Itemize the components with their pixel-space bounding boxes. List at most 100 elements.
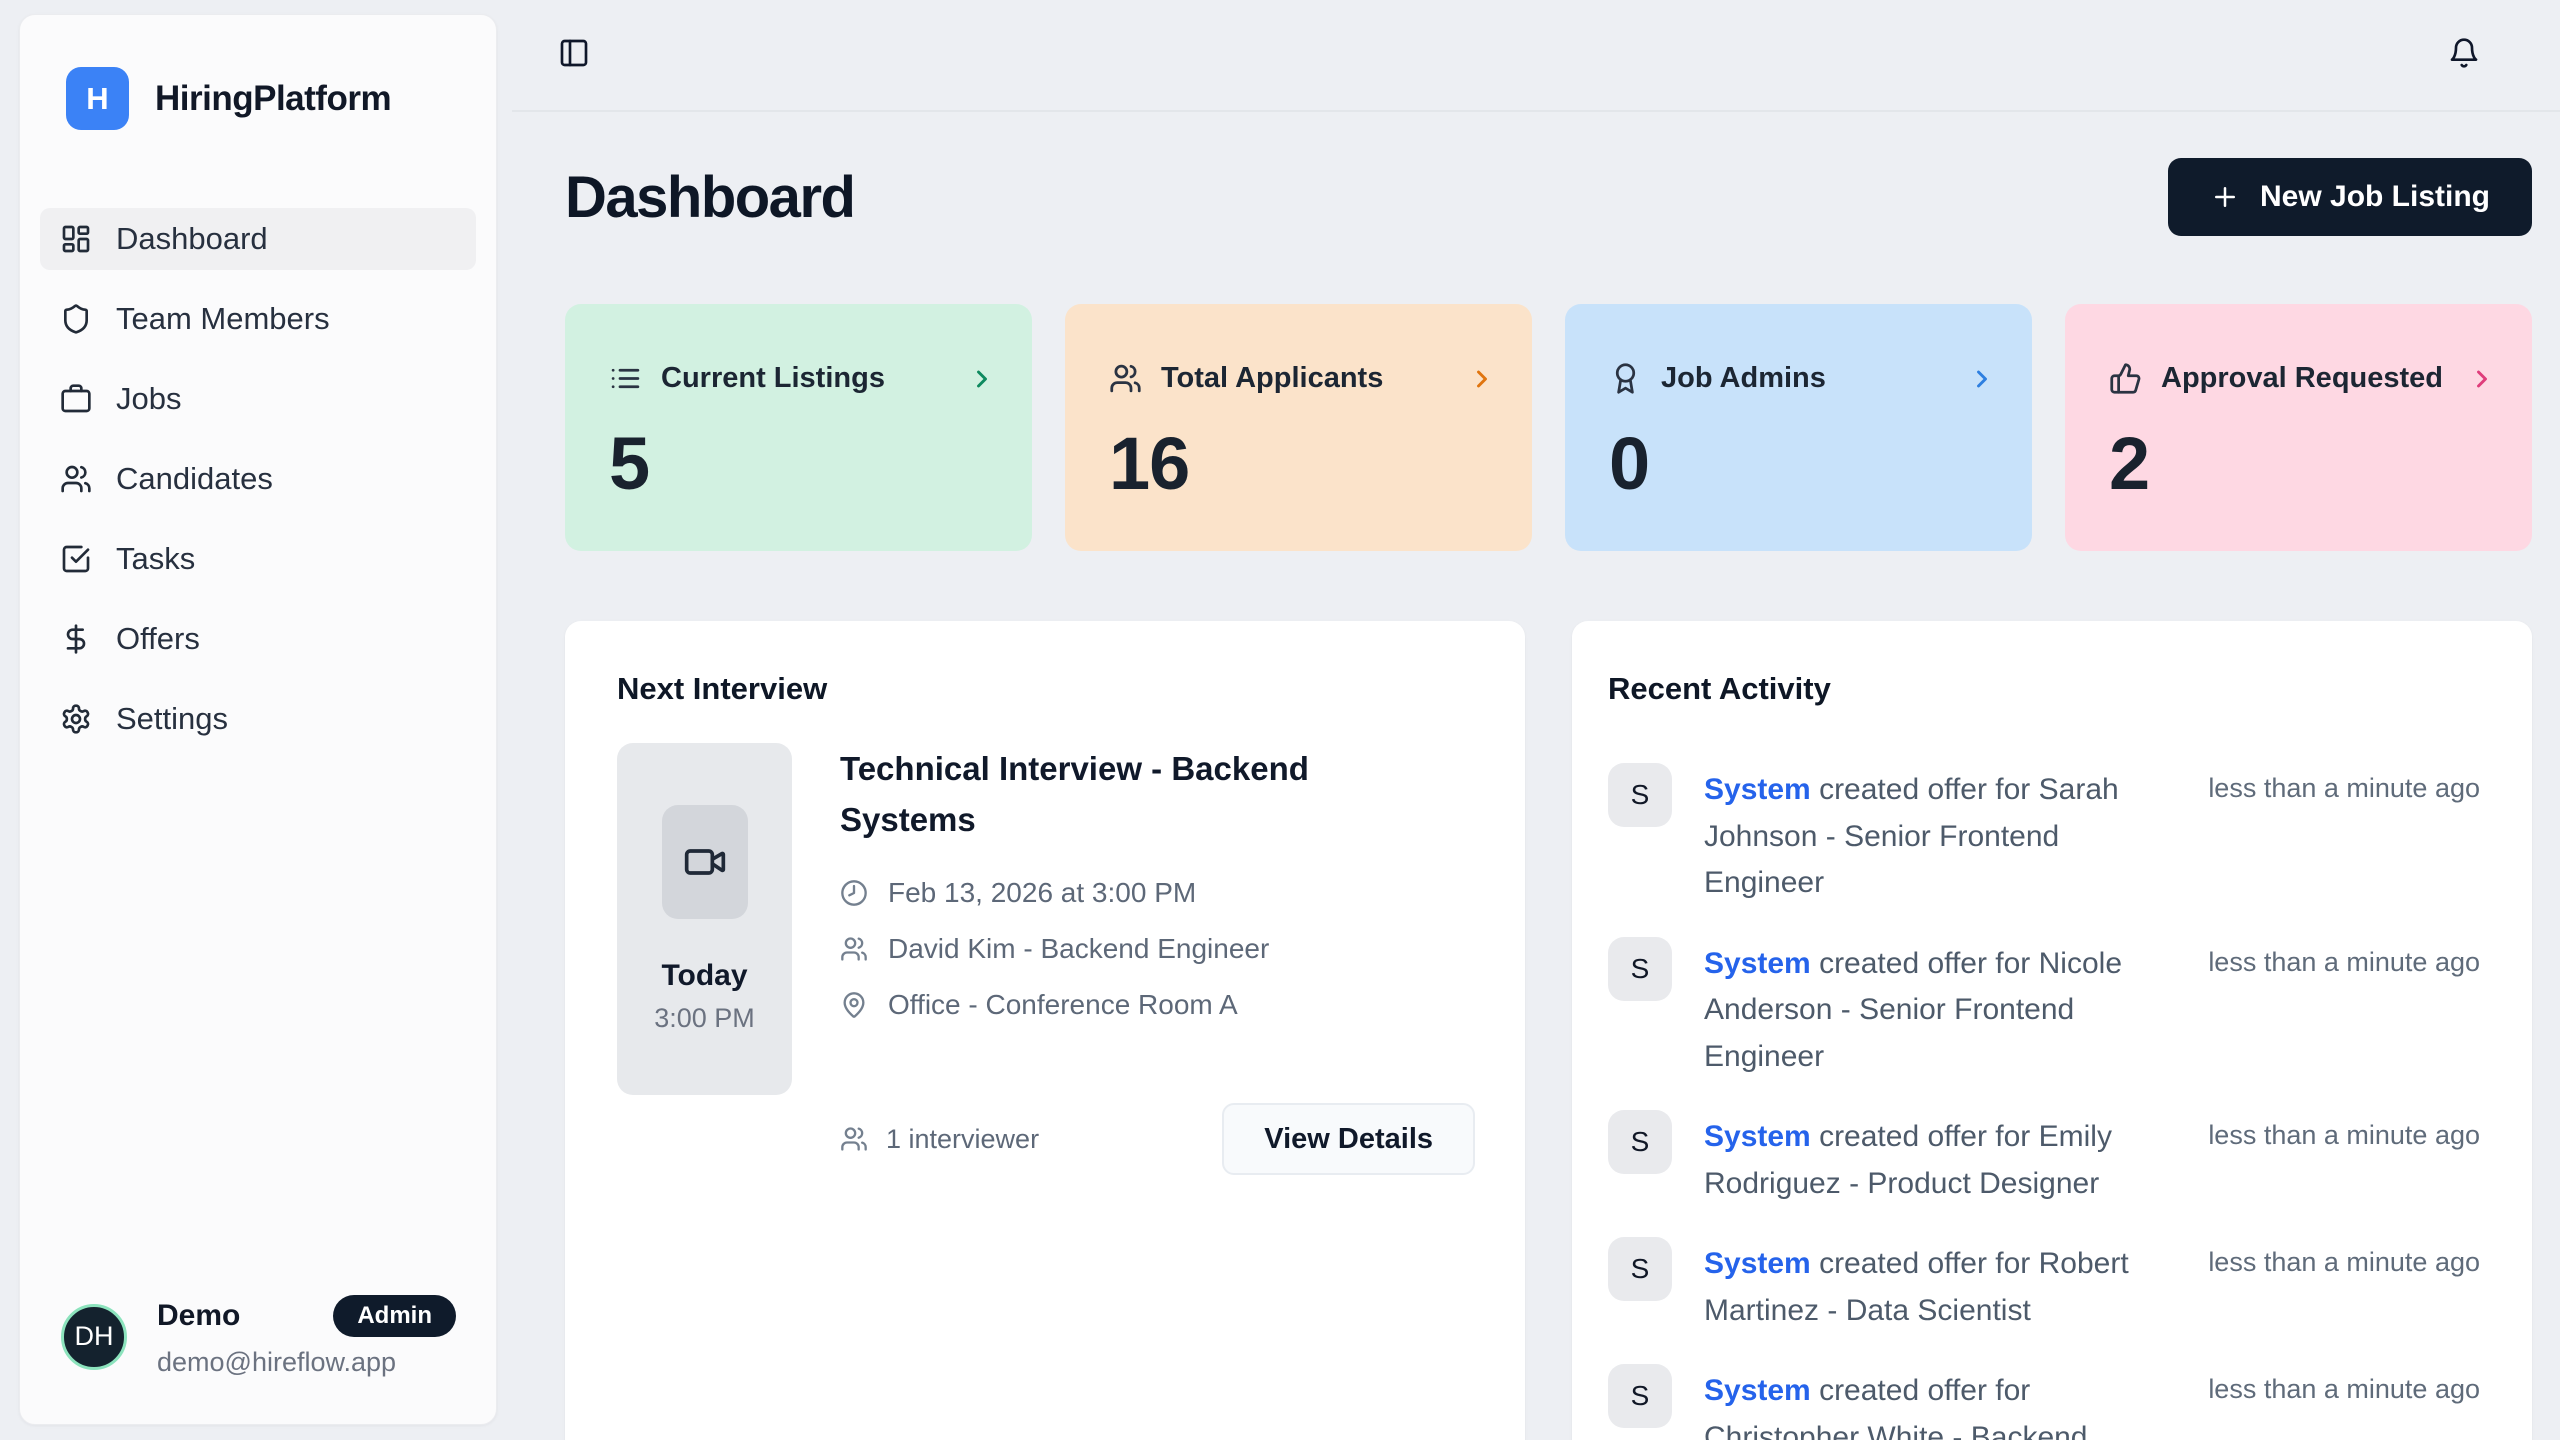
users-icon bbox=[1110, 364, 1141, 393]
interview-date-tile: Today 3:00 PM bbox=[617, 743, 792, 1095]
chevron-right-icon bbox=[1477, 370, 1487, 387]
sidebar-item-label: Settings bbox=[116, 701, 229, 736]
bell-icon[interactable] bbox=[2448, 37, 2484, 73]
chevron-right-icon bbox=[2477, 370, 2487, 387]
award-icon bbox=[1615, 363, 1636, 394]
activity-text: created offer for Emily Rodriguez - Prod… bbox=[1704, 1120, 2112, 1200]
interview-time: 3:00 PM bbox=[654, 1002, 755, 1033]
stat-card-current-listings[interactable]: Current Listings 5 bbox=[565, 304, 1032, 551]
interview-datetime: Feb 13, 2026 at 3:00 PM bbox=[888, 877, 1197, 909]
sidebar-item-tasks[interactable]: Tasks bbox=[40, 528, 476, 590]
plus-icon bbox=[2214, 187, 2235, 207]
activity-item: S System created offer for Christopher W… bbox=[1608, 1364, 2480, 1440]
gear-icon bbox=[60, 703, 92, 735]
activity-timestamp: less than a minute ago bbox=[2208, 946, 2480, 977]
users-icon bbox=[841, 1127, 867, 1151]
chevron-right-icon bbox=[977, 370, 987, 387]
user-profile[interactable]: DH Demo Admin demo@hireflow.app bbox=[61, 1295, 456, 1378]
activity-timestamp: less than a minute ago bbox=[2208, 1120, 2480, 1150]
activity-text: created offer for Christopher White - Ba… bbox=[1704, 1374, 2088, 1440]
activity-timestamp: less than a minute ago bbox=[2208, 1374, 2480, 1404]
chevron-right-icon bbox=[1977, 370, 1987, 387]
view-details-button[interactable]: View Details bbox=[1222, 1103, 1475, 1176]
interviewer-count: 1 interviewer bbox=[840, 1124, 1039, 1155]
stat-label: Job Admins bbox=[1661, 362, 1826, 394]
activity-avatar: S bbox=[1608, 1237, 1672, 1301]
role-badge: Admin bbox=[333, 1295, 456, 1337]
sidebar: H HiringPlatform Dashboard Team Members … bbox=[19, 14, 497, 1425]
activity-actor-link[interactable]: System bbox=[1704, 946, 1811, 980]
briefcase-icon bbox=[60, 383, 92, 415]
activity-avatar: S bbox=[1608, 1364, 1672, 1428]
topbar bbox=[512, 0, 2560, 112]
activity-item: S System created offer for Robert Martin… bbox=[1608, 1237, 2480, 1334]
stat-value: 0 bbox=[1609, 422, 1650, 505]
dollar-icon bbox=[60, 623, 92, 655]
sidebar-item-dashboard[interactable]: Dashboard bbox=[40, 208, 476, 270]
users-icon bbox=[841, 937, 867, 961]
user-email: demo@hireflow.app bbox=[157, 1347, 397, 1377]
activity-avatar: S bbox=[1608, 763, 1672, 827]
stat-value: 16 bbox=[1109, 422, 1190, 505]
sidebar-toggle-icon[interactable] bbox=[558, 37, 594, 73]
thumbs-up-icon bbox=[2110, 363, 2141, 394]
video-icon bbox=[661, 804, 748, 919]
sidebar-item-label: Dashboard bbox=[116, 221, 268, 256]
list-icon bbox=[611, 368, 640, 389]
activity-text: created offer for Nicole Anderson - Seni… bbox=[1704, 946, 2122, 1073]
interview-location: Office - Conference Room A bbox=[888, 989, 1238, 1021]
stat-label: Total Applicants bbox=[1161, 362, 1384, 394]
activity-item: S System created offer for Nicole Anders… bbox=[1608, 936, 2480, 1081]
activity-timestamp: less than a minute ago bbox=[2208, 773, 2480, 803]
sidebar-item-offers[interactable]: Offers bbox=[40, 608, 476, 670]
dashboard-content: Dashboard New Job Listing Current Listin… bbox=[512, 112, 2560, 1440]
stat-value: 5 bbox=[609, 422, 650, 505]
check-square-icon bbox=[60, 543, 92, 575]
activity-actor-link[interactable]: System bbox=[1704, 1120, 1811, 1153]
interview-candidate: David Kim - Backend Engineer bbox=[888, 933, 1270, 965]
activity-actor-link[interactable]: System bbox=[1704, 1247, 1811, 1280]
activity-avatar: S bbox=[1608, 936, 1672, 1001]
activity-actor-link[interactable]: System bbox=[1704, 773, 1811, 806]
recent-activity-panel: Recent Activity S System created offer f… bbox=[1572, 621, 2532, 1440]
next-interview-panel: Next Interview Today 3:00 PM Technical I… bbox=[565, 621, 1525, 1440]
recent-activity-heading: Recent Activity bbox=[1608, 671, 1831, 706]
activity-actor-link[interactable]: System bbox=[1704, 1374, 1811, 1407]
sidebar-nav: Dashboard Team Members Jobs Candidates T… bbox=[20, 208, 496, 768]
sidebar-item-team-members[interactable]: Team Members bbox=[40, 288, 476, 350]
interview-title: Technical Interview - Backend Systems bbox=[840, 750, 1309, 839]
new-job-listing-button[interactable]: New Job Listing bbox=[2167, 158, 2532, 236]
shield-icon bbox=[60, 303, 92, 335]
user-avatar: DH bbox=[61, 1303, 127, 1370]
stat-label: Current Listings bbox=[661, 362, 885, 394]
sidebar-footer: DH Demo Admin demo@hireflow.app bbox=[20, 1295, 496, 1424]
dashboard-icon bbox=[60, 223, 92, 255]
user-name: Demo bbox=[157, 1299, 241, 1332]
stat-card-approval-requested[interactable]: Approval Requested 2 bbox=[2065, 304, 2532, 551]
sidebar-item-label: Jobs bbox=[116, 381, 182, 416]
map-pin-icon bbox=[843, 992, 865, 1019]
users-icon bbox=[60, 463, 92, 495]
activity-avatar: S bbox=[1608, 1110, 1672, 1174]
app-title: HiringPlatform bbox=[155, 78, 392, 118]
interview-day: Today bbox=[661, 958, 748, 992]
sidebar-item-jobs[interactable]: Jobs bbox=[40, 368, 476, 430]
stat-label: Approval Requested bbox=[2161, 362, 2443, 394]
stat-card-total-applicants[interactable]: Total Applicants 16 bbox=[1065, 304, 1532, 551]
next-interview-heading: Next Interview bbox=[617, 671, 828, 706]
page-title: Dashboard bbox=[565, 164, 856, 230]
activity-item: S System created offer for Sarah Johnson… bbox=[1608, 763, 2480, 907]
activity-text: created offer for Robert Martinez - Data… bbox=[1704, 1247, 2129, 1327]
app-logo: H HiringPlatform bbox=[66, 67, 456, 130]
sidebar-item-candidates[interactable]: Candidates bbox=[40, 448, 476, 510]
sidebar-item-settings[interactable]: Settings bbox=[40, 688, 476, 750]
sidebar-item-label: Team Members bbox=[116, 301, 330, 336]
app-logo-icon: H bbox=[66, 67, 129, 130]
sidebar-item-label: Tasks bbox=[116, 541, 196, 576]
sidebar-item-label: Candidates bbox=[116, 461, 273, 496]
sidebar-item-label: Offers bbox=[116, 621, 200, 656]
activity-list: S System created offer for Sarah Johnson… bbox=[1608, 763, 2480, 1440]
stats-row: Current Listings 5 Total Applicants 16 J… bbox=[565, 304, 2532, 551]
stat-card-job-admins[interactable]: Job Admins 0 bbox=[1565, 304, 2032, 551]
activity-timestamp: less than a minute ago bbox=[2208, 1247, 2480, 1277]
